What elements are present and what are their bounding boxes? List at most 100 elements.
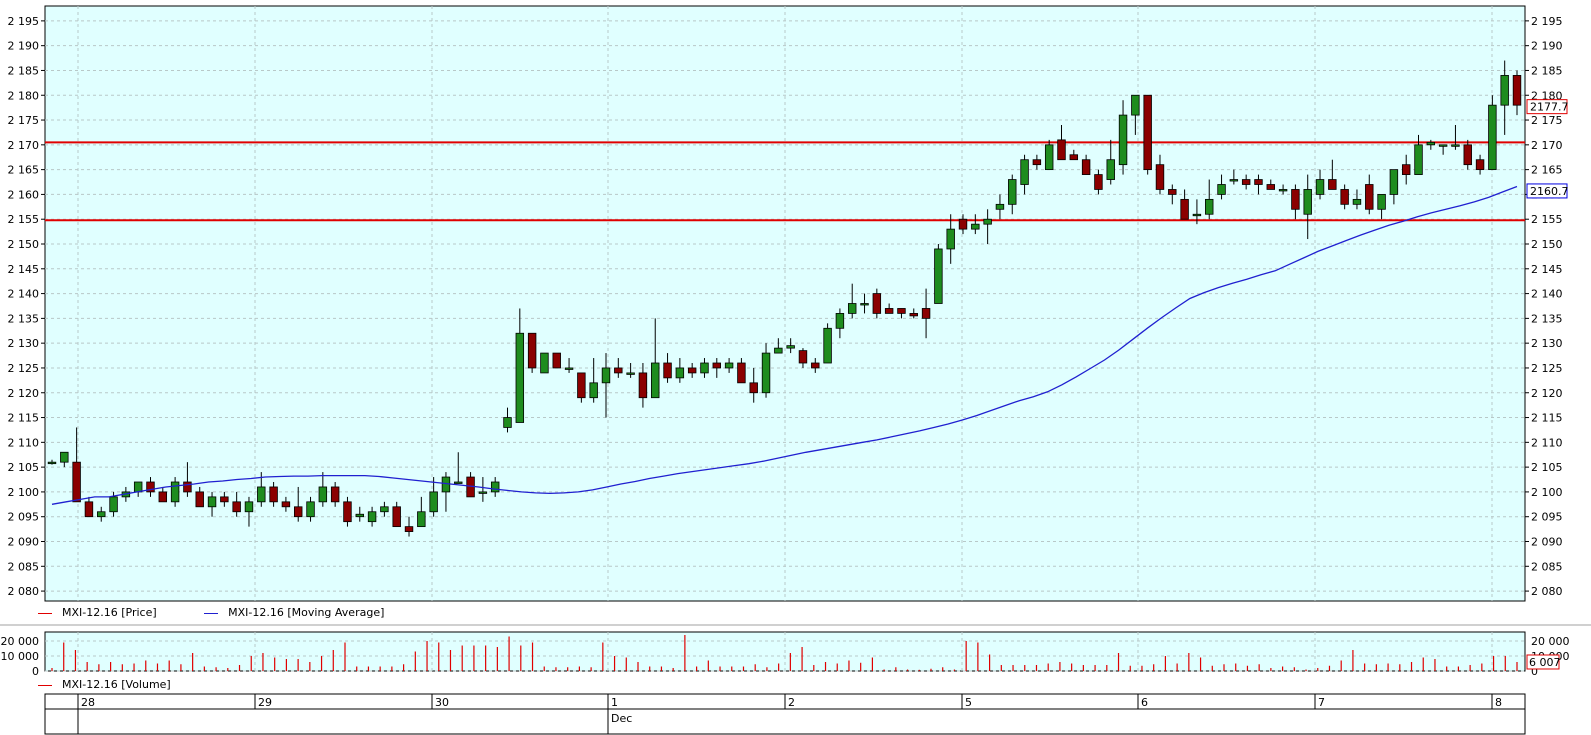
candle-body-30: [417, 511, 426, 528]
candle-body-118: [1500, 75, 1509, 106]
x-tick-label-3: 1: [611, 696, 618, 709]
price-ytick-label-right: 2 085: [1531, 560, 1563, 573]
candle-body-53: [700, 362, 709, 374]
price-ytick-label-left: 2 145: [8, 263, 40, 276]
price-ytick-label-left: 2 140: [8, 288, 40, 301]
candle-body-81: [1044, 144, 1054, 171]
candle-body-49: [651, 362, 660, 399]
candle-body-104: [1328, 179, 1337, 190]
price-ytick-label-right: 2 165: [1531, 164, 1563, 177]
price-legend: MXI-12.16 [Price] MXI-12.16 [Moving Aver…: [20, 605, 410, 621]
candle-body-29: [404, 526, 414, 532]
price-ytick-label-left: 2 085: [8, 560, 40, 573]
price-ytick-label-right: 2 120: [1531, 387, 1563, 400]
candle-body-110: [1401, 164, 1411, 175]
candle-body-98: [1254, 179, 1263, 185]
candle-body-74: [958, 218, 968, 230]
candle-body-16: [244, 501, 254, 513]
price-ytick-label-left: 2 170: [8, 139, 40, 152]
candle-body-113: [1438, 144, 1448, 147]
price-ytick-label-right: 2 100: [1531, 486, 1563, 499]
candle-body-89: [1143, 94, 1152, 171]
price-ytick-label-right: 2 115: [1531, 412, 1563, 425]
candle-body-27: [380, 506, 389, 513]
candle-body-88: [1131, 94, 1140, 116]
candle-body-83: [1069, 154, 1079, 161]
price-ytick-label-left: 2 090: [8, 536, 40, 549]
candle-body-68: [884, 308, 894, 314]
legend-item-moving-average: MXI-12.16 [Moving Average]: [204, 605, 384, 621]
candle-body-41: [552, 352, 561, 369]
price-label-box-1: [1526, 183, 1568, 199]
candle-body-55: [724, 362, 734, 369]
price-ytick-label-left: 2 105: [8, 461, 40, 474]
price-ytick-label-left: 2 190: [8, 40, 40, 53]
price-ytick-label-left: 2 100: [8, 486, 40, 499]
price-label-1: 2160.7: [1530, 185, 1569, 198]
candle-body-52: [687, 367, 697, 374]
candle-body-61: [798, 350, 808, 364]
candle-body-50: [663, 362, 672, 379]
candle-body-65: [847, 303, 857, 314]
candle-body-84: [1081, 159, 1091, 175]
candle-body-23: [330, 486, 340, 503]
candle-body-97: [1241, 179, 1251, 185]
candle-body-11: [183, 481, 192, 493]
candle-body-72: [934, 248, 943, 304]
candle-body-5: [109, 496, 118, 513]
price-ytick-label-right: 2 140: [1531, 288, 1563, 301]
price-ytick-label-left: 2 175: [8, 114, 40, 127]
candle-body-2: [72, 461, 81, 503]
candle-body-90: [1155, 164, 1165, 190]
candle-body-66: [860, 303, 869, 306]
candle-body-111: [1414, 144, 1423, 175]
candle-body-115: [1463, 144, 1472, 166]
price-ytick-label-left: 2 135: [8, 312, 40, 325]
candle-body-1: [60, 451, 69, 463]
candle-body-75: [971, 223, 980, 230]
price-ytick-label-right: 2 150: [1531, 238, 1563, 251]
candle-body-63: [823, 327, 832, 364]
candle-body-117: [1488, 104, 1497, 171]
candle-body-77: [995, 203, 1005, 210]
candle-body-7: [133, 481, 143, 493]
candle-body-95: [1217, 184, 1226, 195]
price-ytick-label-left: 2 180: [8, 89, 40, 102]
volume-ytick-label-left: 0: [32, 665, 39, 678]
price-ytick-label-right: 2 145: [1531, 263, 1563, 276]
candle-body-107: [1365, 184, 1374, 210]
price-ytick-label-left: 2 095: [8, 511, 40, 524]
candle-body-19: [281, 501, 291, 508]
candle-body-80: [1032, 159, 1042, 166]
candle-body-116: [1475, 159, 1485, 171]
candle-body-87: [1118, 114, 1128, 166]
volume-ytick-label-right: 20 000: [1531, 635, 1570, 648]
candle-body-106: [1352, 198, 1362, 205]
candle-body-76: [983, 218, 992, 225]
price-ytick-label-left: 2 160: [8, 188, 40, 201]
price-ytick-label-left: 2 110: [8, 436, 40, 449]
volume-ytick-label-left: 20 000: [1, 635, 40, 648]
price-ytick-label-right: 2 170: [1531, 139, 1563, 152]
candle-body-28: [392, 506, 401, 528]
candle-body-85: [1094, 174, 1103, 190]
candle-body-96: [1229, 179, 1239, 182]
candle-body-0: [47, 461, 57, 465]
candle-body-99: [1266, 184, 1275, 190]
price-ytick-label-left: 2 165: [8, 164, 40, 177]
candle-body-10: [170, 481, 180, 503]
candle-body-14: [220, 496, 229, 503]
price-ytick-label-right: 2 110: [1531, 436, 1563, 449]
price-ytick-label-right: 2 190: [1531, 40, 1563, 53]
candle-body-54: [712, 362, 722, 369]
candle-body-3: [84, 501, 94, 518]
candle-body-42: [564, 367, 574, 370]
volume-value-label: 6 007: [1529, 656, 1561, 669]
price-ytick-label-right: 2 095: [1531, 511, 1563, 524]
candle-body-32: [441, 476, 451, 493]
candle-body-8: [146, 481, 155, 493]
candle-body-86: [1106, 159, 1115, 180]
candle-body-38: [515, 332, 525, 423]
